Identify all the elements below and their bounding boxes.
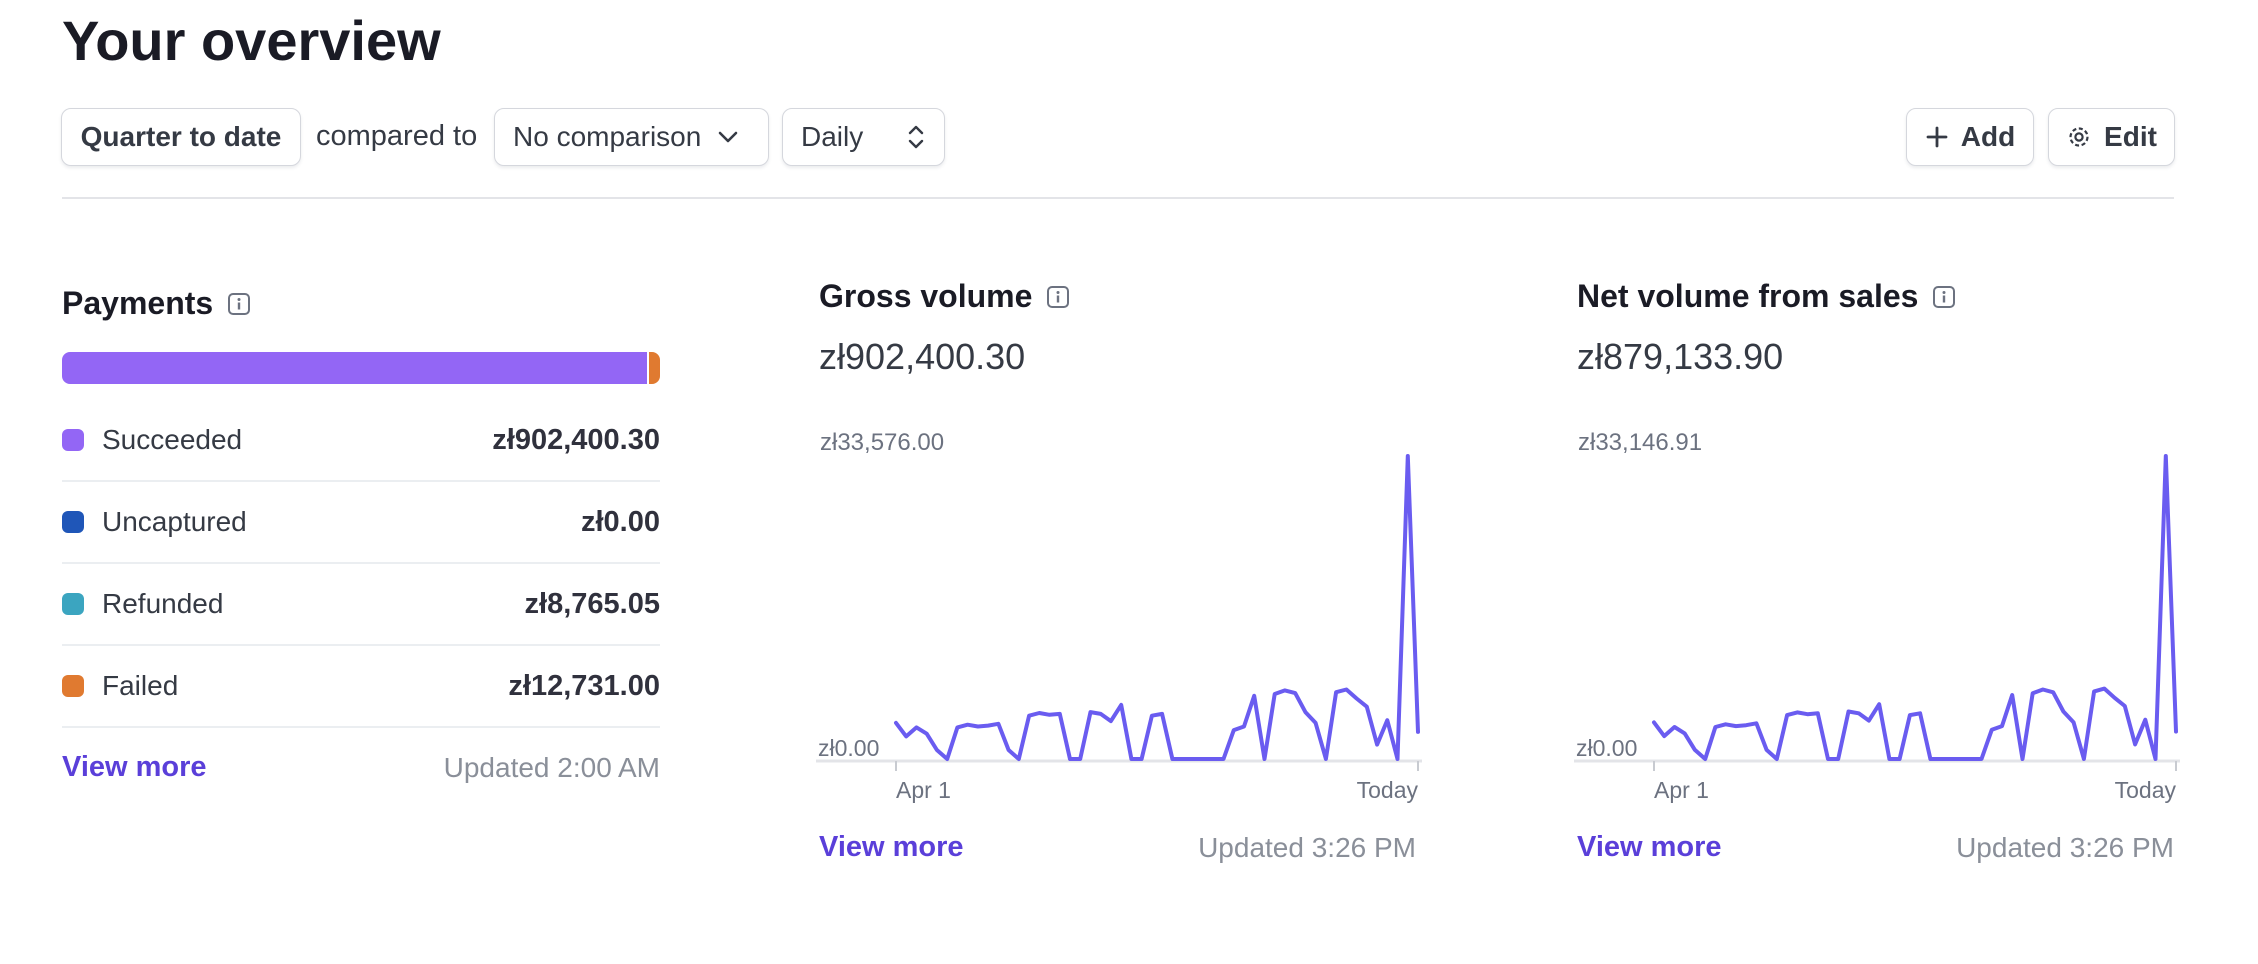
gross-volume-chart[interactable]: zł33,576.00 zł0.00 Apr 1 Today xyxy=(816,420,1426,810)
gross-y-min-label: zł0.00 xyxy=(818,735,879,761)
add-label: Add xyxy=(1960,121,2016,152)
net-series-line xyxy=(1652,454,2178,761)
compared-to-label: compared to xyxy=(316,120,478,152)
legend-label: Succeeded xyxy=(102,424,243,455)
info-icon[interactable] xyxy=(1932,285,1956,309)
add-button[interactable]: Add xyxy=(1906,108,2034,166)
gross-view-more-link[interactable]: View more xyxy=(819,831,964,863)
net-volume-title-text: Net volume from sales xyxy=(1577,278,1919,314)
gross-y-max-label: zł33,576.00 xyxy=(820,429,944,456)
payments-title-text: Payments xyxy=(62,285,214,321)
payments-status-bar xyxy=(62,352,660,384)
edit-button[interactable]: Edit xyxy=(2048,108,2175,166)
chevron-updown-icon xyxy=(908,125,924,149)
net-x-start-label: Apr 1 xyxy=(1654,777,1709,803)
comparison-select[interactable]: No comparison xyxy=(494,108,769,166)
legend-row-succeeded[interactable]: Succeeded zł902,400.30 xyxy=(62,400,660,482)
uncaptured-dot-icon xyxy=(62,511,84,533)
legend-row-failed[interactable]: Failed zł12,731.00 xyxy=(62,646,660,728)
succeeded-dot-icon xyxy=(62,429,84,451)
legend-value: zł902,400.30 xyxy=(492,423,660,456)
legend-value: zł12,731.00 xyxy=(508,669,660,702)
gear-icon xyxy=(2069,127,2089,147)
net-volume-chart[interactable]: zł33,146.91 zł0.00 Apr 1 Today xyxy=(1574,420,2184,810)
bar-segment-failed xyxy=(648,352,660,384)
net-volume-amount: zł879,133.90 xyxy=(1577,336,1784,377)
refunded-dot-icon xyxy=(62,593,84,615)
legend-value: zł8,765.05 xyxy=(524,587,660,620)
gross-volume-title-text: Gross volume xyxy=(819,278,1033,314)
bar-segment-succeeded xyxy=(62,352,647,384)
legend-label: Refunded xyxy=(102,588,224,619)
interval-value: Daily xyxy=(801,121,864,152)
comparison-value: No comparison xyxy=(513,121,702,152)
edit-label: Edit xyxy=(2104,121,2157,152)
net-updated-text: Updated 3:26 PM xyxy=(1956,832,2174,863)
gross-updated-text: Updated 3:26 PM xyxy=(1198,832,1416,863)
chevron-down-icon xyxy=(719,131,738,143)
legend-row-uncaptured[interactable]: Uncaptured zł0.00 xyxy=(62,482,660,564)
interval-select[interactable]: Daily xyxy=(782,108,945,166)
plus-icon xyxy=(1926,126,1948,148)
legend-value: zł0.00 xyxy=(581,505,660,538)
info-icon[interactable] xyxy=(1046,285,1070,309)
net-y-max-label: zł33,146.91 xyxy=(1578,429,1702,456)
payments-view-more-link[interactable]: View more xyxy=(62,751,207,783)
date-range-button[interactable]: Quarter to date xyxy=(61,108,301,166)
net-view-more-link[interactable]: View more xyxy=(1577,831,1722,863)
gross-series-line xyxy=(894,454,1420,761)
net-x-end-label: Today xyxy=(2115,777,2177,803)
gross-volume-amount: zł902,400.30 xyxy=(819,336,1026,377)
legend-label: Failed xyxy=(102,670,179,701)
net-y-min-label: zł0.00 xyxy=(1576,735,1637,761)
bar-separator xyxy=(646,352,649,384)
legend-label: Uncaptured xyxy=(102,506,247,537)
gross-x-end-label: Today xyxy=(1357,777,1419,803)
failed-dot-icon xyxy=(62,675,84,697)
gross-volume-title: Gross volume xyxy=(819,278,1070,315)
payments-title: Payments xyxy=(62,285,251,322)
date-range-label: Quarter to date xyxy=(80,121,282,152)
payments-updated-text: Updated 2:00 AM xyxy=(443,752,660,783)
net-volume-title: Net volume from sales xyxy=(1577,278,1956,315)
page-title: Your overview xyxy=(62,9,441,72)
info-icon[interactable] xyxy=(227,292,251,316)
gross-x-start-label: Apr 1 xyxy=(896,777,951,803)
legend-row-refunded[interactable]: Refunded zł8,765.05 xyxy=(62,564,660,646)
toolbar-divider xyxy=(62,197,2174,199)
